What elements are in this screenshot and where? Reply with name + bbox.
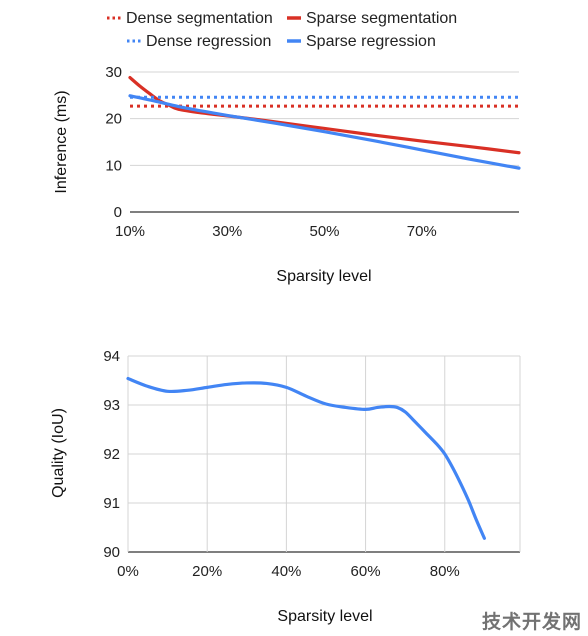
y-tick-label: 92 [103, 446, 120, 463]
quality-line [126, 376, 486, 540]
inference-tick-labels: 0 10 20 30 10% 30% 50% 70% [105, 64, 436, 240]
inference-gridlines [130, 71, 519, 213]
sparse-segmentation-line [128, 76, 521, 155]
x-tick-label: 80% [430, 563, 460, 580]
x-tick-label: 30% [212, 223, 242, 240]
quality-gridlines [127, 355, 521, 553]
legend-label-sparse-regression: Sparse regression [306, 33, 436, 50]
inference-y-axis-title: Inference (ms) [53, 90, 70, 193]
inference-x-axis-title: Sparsity level [276, 268, 371, 285]
inference-legend: Dense segmentation Sparse segmentation D… [107, 10, 457, 50]
legend-label-dense-regression: Dense regression [146, 33, 271, 50]
y-tick-label: 91 [103, 495, 120, 512]
y-tick-label: 93 [103, 397, 120, 414]
x-tick-label: 70% [407, 223, 437, 240]
inference-chart: Dense segmentation Sparse segmentation D… [53, 10, 521, 285]
quality-y-axis-title: Quality (IoU) [50, 408, 67, 498]
x-tick-label: 20% [192, 563, 222, 580]
legend-label-sparse-segmentation: Sparse segmentation [306, 10, 457, 27]
x-tick-label: 0% [117, 563, 139, 580]
y-tick-label: 10 [105, 157, 122, 174]
x-tick-label: 10% [115, 223, 145, 240]
quality-tick-labels: 90 91 92 93 94 0% 20% 40% 60% 80% [103, 348, 459, 580]
legend-label-dense-segmentation: Dense segmentation [126, 10, 273, 27]
x-tick-label: 40% [271, 563, 301, 580]
x-tick-label: 50% [309, 223, 339, 240]
y-tick-label: 90 [103, 544, 120, 561]
sparse-regression-line [128, 94, 521, 170]
watermark-text: 技术开发网 [481, 611, 582, 633]
y-tick-label: 94 [103, 348, 120, 365]
y-tick-label: 20 [105, 111, 122, 128]
y-tick-label: 30 [105, 64, 122, 81]
quality-series [126, 376, 486, 540]
x-tick-label: 60% [351, 563, 381, 580]
inference-series [128, 76, 521, 170]
y-tick-label: 0 [114, 204, 122, 221]
quality-x-axis-title: Sparsity level [277, 608, 372, 625]
